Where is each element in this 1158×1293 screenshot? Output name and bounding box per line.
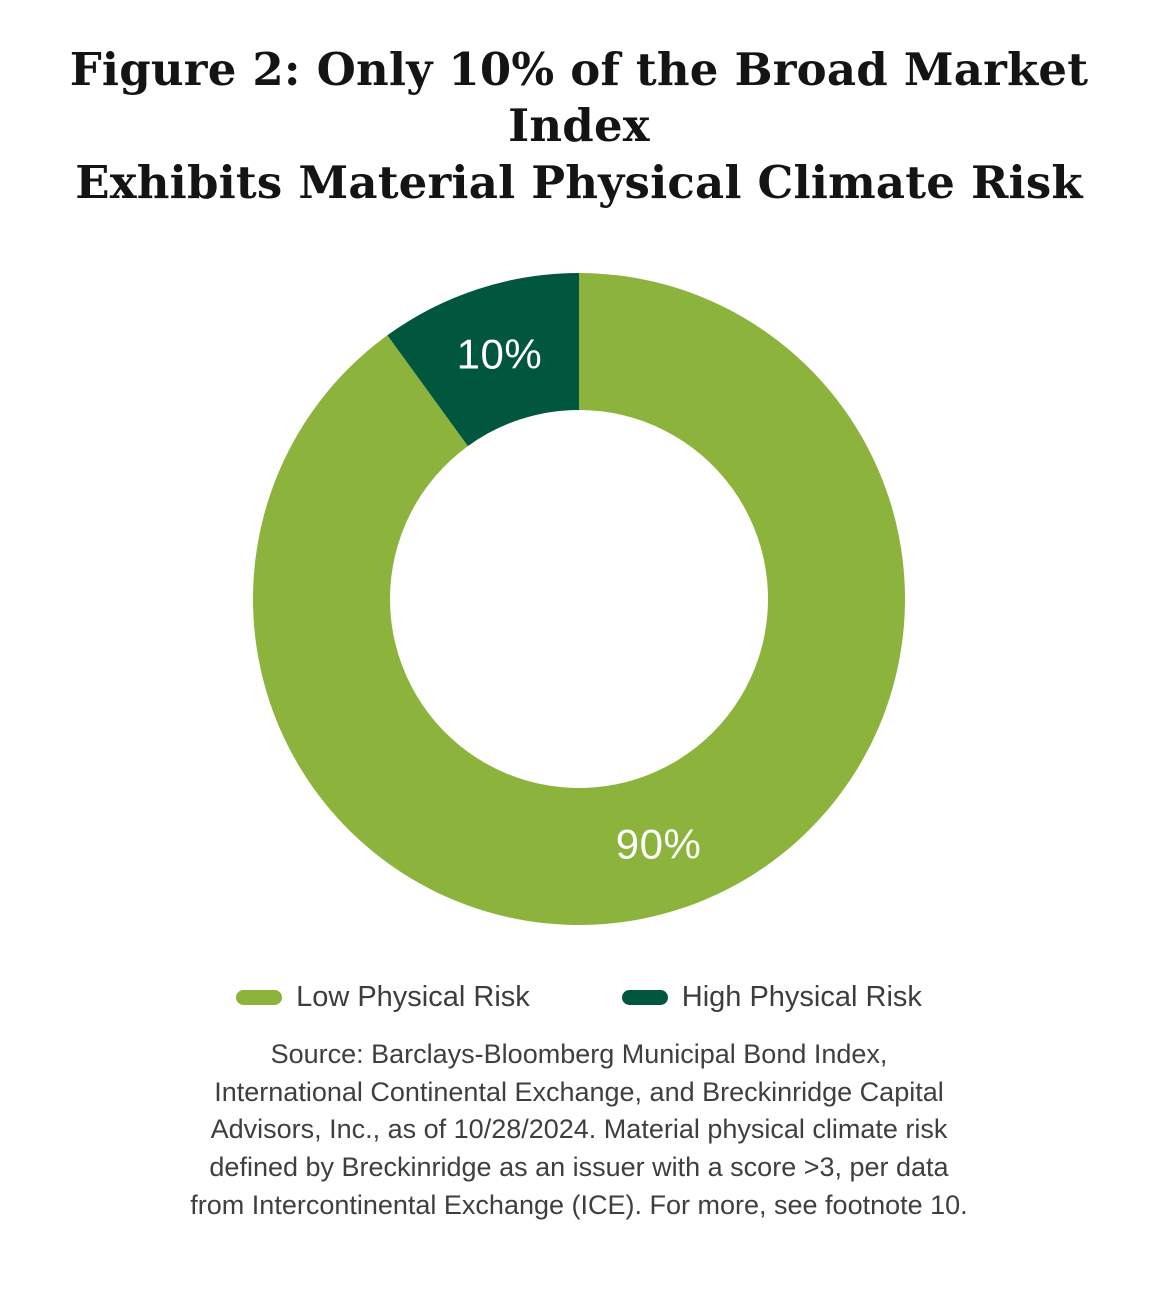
source-line: International Continental Exchange, and … xyxy=(214,1076,944,1107)
legend-swatch-high-physical-risk xyxy=(621,989,668,1005)
legend-item-low-physical-risk: Low Physical Risk xyxy=(236,981,530,1014)
pie-slice-low-physical-risk xyxy=(252,272,906,925)
legend-label: High Physical Risk xyxy=(681,980,922,1013)
slice-label: 90% xyxy=(616,820,702,867)
source-line: from Intercontinental Exchange (ICE). Fo… xyxy=(190,1189,968,1220)
figure-title: Figure 2: Only 10% of the Broad Market I… xyxy=(0,42,1158,211)
source-line: defined by Breckinridge as an issuer wit… xyxy=(209,1152,949,1183)
donut-chart-container: 90% 10% xyxy=(249,269,909,929)
slice-label: 10% xyxy=(457,330,543,377)
figure-title-line-1: Figure 2: Only 10% of the Broad Market I… xyxy=(69,43,1089,153)
source-note: Source: Barclays-Bloomberg Municipal Bon… xyxy=(79,1036,1079,1225)
pie-slice-high-physical-risk xyxy=(387,272,579,446)
chart-legend: Low Physical Risk High Physical Risk xyxy=(0,981,1158,1014)
legend-item-high-physical-risk: High Physical Risk xyxy=(621,980,922,1014)
source-line: Advisors, Inc., as of 10/28/2024. Materi… xyxy=(210,1114,948,1145)
source-line: Source: Barclays-Bloomberg Municipal Bon… xyxy=(270,1038,888,1069)
legend-label: Low Physical Risk xyxy=(296,980,530,1013)
legend-swatch-low-physical-risk xyxy=(236,989,283,1005)
donut-chart: 90% 10% xyxy=(252,272,906,925)
figure-title-line-2: Exhibits Material Physical Climate Risk xyxy=(75,155,1083,209)
